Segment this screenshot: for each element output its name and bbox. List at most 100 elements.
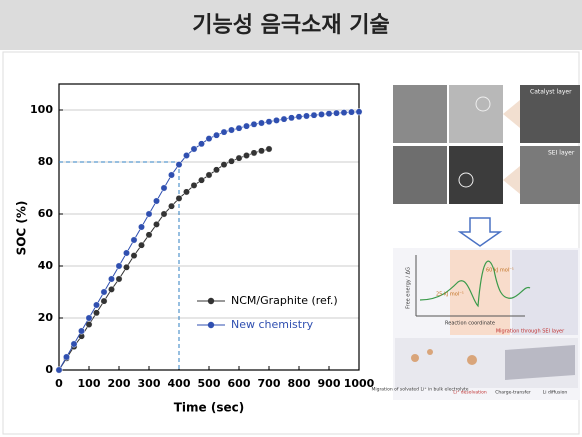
data-point bbox=[326, 110, 332, 116]
tem-image bbox=[449, 146, 503, 204]
data-point bbox=[123, 264, 129, 270]
x-tick-label: 400 bbox=[168, 377, 191, 390]
tem-image bbox=[393, 146, 447, 204]
data-point bbox=[183, 152, 189, 158]
tem-label: Catalyst layer bbox=[530, 89, 572, 96]
x-tick-label: 300 bbox=[138, 377, 161, 390]
data-point bbox=[138, 224, 144, 230]
tem-label: SEI layer bbox=[548, 150, 575, 157]
x-tick-label: 1000 bbox=[344, 377, 375, 390]
zoom-wedge bbox=[503, 166, 520, 194]
data-point bbox=[251, 150, 257, 156]
data-point bbox=[56, 367, 62, 373]
x-tick-label: 100 bbox=[78, 377, 101, 390]
data-point bbox=[183, 189, 189, 195]
data-point bbox=[251, 121, 257, 127]
barrier-label: 25 kJ mol⁻¹ bbox=[436, 292, 464, 298]
data-point bbox=[131, 252, 137, 258]
data-point bbox=[108, 286, 114, 292]
data-point bbox=[198, 177, 204, 183]
data-point bbox=[198, 141, 204, 147]
data-point bbox=[333, 110, 339, 116]
data-point bbox=[213, 132, 219, 138]
data-point bbox=[303, 113, 309, 119]
ion bbox=[467, 355, 477, 365]
series-line bbox=[59, 112, 359, 370]
step-label: Li⁺ desolvation bbox=[453, 390, 487, 396]
y-tick-label: 80 bbox=[38, 155, 54, 168]
data-point bbox=[191, 146, 197, 152]
data-point bbox=[273, 117, 279, 123]
data-point bbox=[348, 109, 354, 115]
data-point bbox=[153, 198, 159, 204]
data-point bbox=[116, 263, 122, 269]
data-point bbox=[131, 237, 137, 243]
legend-marker bbox=[208, 322, 214, 328]
legend-marker bbox=[208, 298, 214, 304]
data-point bbox=[221, 161, 227, 167]
graphite bbox=[505, 345, 575, 380]
tem-image bbox=[449, 85, 503, 143]
energy-xlabel: Reaction coordinate bbox=[445, 321, 495, 327]
data-point bbox=[356, 109, 362, 115]
tem-grid: Catalyst layer SEI layer bbox=[393, 85, 580, 204]
energy-ylabel: Free energy / ΔG bbox=[406, 267, 412, 309]
data-point bbox=[288, 115, 294, 121]
data-point bbox=[123, 250, 129, 256]
x-tick-label: 0 bbox=[55, 377, 63, 390]
data-point bbox=[258, 148, 264, 154]
data-point bbox=[281, 116, 287, 122]
mechanism-diagram: Free energy / ΔG Reaction coordinate 25 … bbox=[371, 248, 580, 400]
data-point bbox=[318, 111, 324, 117]
data-point bbox=[176, 161, 182, 167]
data-point bbox=[63, 354, 69, 360]
banner: Migration through SEI layer bbox=[496, 329, 565, 335]
data-point bbox=[266, 119, 272, 125]
data-point bbox=[116, 276, 122, 282]
x-tick-label: 900 bbox=[318, 377, 341, 390]
data-point bbox=[101, 289, 107, 295]
data-point bbox=[108, 276, 114, 282]
data-point bbox=[191, 182, 197, 188]
data-point bbox=[213, 167, 219, 173]
data-point bbox=[146, 211, 152, 217]
data-point bbox=[138, 242, 144, 248]
data-point bbox=[228, 158, 234, 164]
down-arrow bbox=[460, 218, 500, 246]
data-point bbox=[236, 125, 242, 131]
data-point bbox=[243, 152, 249, 158]
data-point bbox=[161, 185, 167, 191]
zone bbox=[512, 250, 578, 335]
data-point bbox=[168, 172, 174, 178]
data-point bbox=[243, 123, 249, 129]
data-point bbox=[206, 135, 212, 141]
data-point bbox=[161, 211, 167, 217]
data-point bbox=[258, 120, 264, 126]
x-tick-label: 500 bbox=[198, 377, 221, 390]
step-label: Li diffusion bbox=[543, 390, 568, 396]
data-point bbox=[176, 195, 182, 201]
data-point bbox=[78, 328, 84, 334]
header-title: 기능성 음극소재 기술 bbox=[192, 13, 389, 38]
x-tick-label: 700 bbox=[258, 377, 281, 390]
y-axis-title: SOC (%) bbox=[15, 201, 29, 256]
ion bbox=[427, 349, 433, 355]
data-point bbox=[221, 129, 227, 135]
legend-label: New chemistry bbox=[231, 318, 314, 331]
y-tick-label: 40 bbox=[38, 259, 54, 272]
data-point bbox=[296, 114, 302, 120]
step-label: Charge-transfer bbox=[495, 390, 531, 396]
legend-label: NCM/Graphite (ref.) bbox=[231, 294, 338, 307]
data-point bbox=[266, 146, 272, 152]
y-tick-label: 60 bbox=[38, 207, 54, 220]
y-tick-label: 20 bbox=[38, 311, 54, 324]
tem-image bbox=[393, 85, 447, 143]
data-point bbox=[206, 172, 212, 178]
x-tick-label: 800 bbox=[288, 377, 311, 390]
barrier-label: 60 kJ mol⁻¹ bbox=[486, 268, 514, 274]
y-tick-label: 100 bbox=[30, 103, 53, 116]
data-point bbox=[93, 302, 99, 308]
slide: 기능성 음극소재 기술 Catalyst layer SEI layer Fre… bbox=[0, 0, 582, 437]
data-point bbox=[153, 221, 159, 227]
data-point bbox=[228, 127, 234, 133]
